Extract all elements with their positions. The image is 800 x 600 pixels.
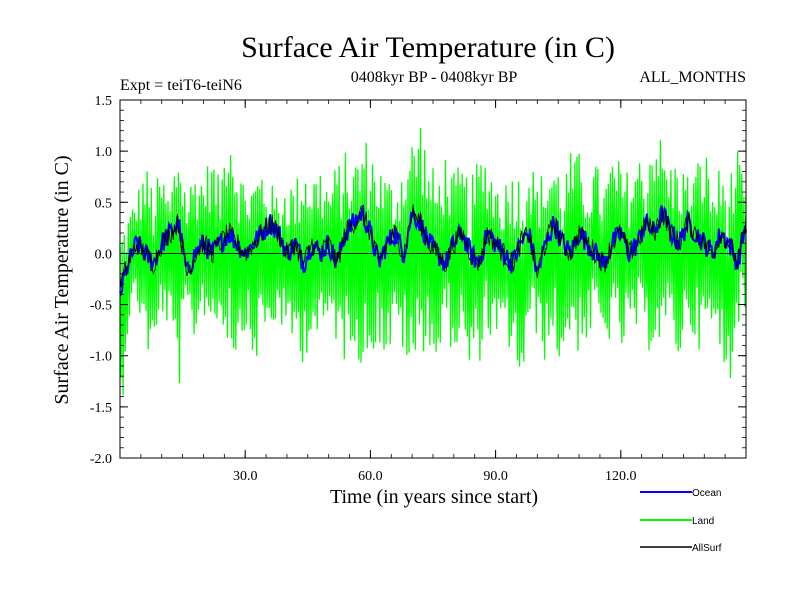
period-label: 0408kyr BP - 0408kyr BP	[351, 69, 518, 86]
y-tick-label: 0.0	[95, 247, 113, 262]
experiment-label: Expt = teiT6-teiN6	[120, 77, 242, 94]
y-tick-label: -1.5	[90, 401, 112, 416]
legend-label-land: Land	[692, 516, 714, 527]
plot-series	[119, 128, 747, 396]
x-tick-label: 30.0	[233, 469, 258, 484]
legend: Ocean Land AllSurf	[640, 488, 722, 554]
y-tick-label: -0.5	[90, 299, 112, 314]
legend-label-ocean: Ocean	[692, 488, 721, 499]
series-ocean	[119, 203, 747, 297]
series-land	[119, 128, 747, 396]
chart-title: Surface Air Temperature (in C)	[241, 31, 615, 64]
y-axis-ticks: -2.0 -1.5 -1.0 -0.5 0.0 0.5 1.0 1.5	[90, 94, 746, 467]
x-axis-ticks: 30.0 60.0 90.0 120.0	[140, 100, 726, 484]
y-axis-label: Surface Air Temperature (in C)	[51, 155, 73, 404]
x-tick-label: 60.0	[358, 469, 383, 484]
y-tick-label: 0.5	[95, 196, 113, 211]
y-tick-label: -2.0	[90, 452, 112, 467]
months-label: ALL_MONTHS	[639, 69, 746, 86]
y-tick-label: 1.0	[95, 145, 113, 160]
legend-label-allsurf: AllSurf	[692, 543, 722, 554]
x-tick-label: 90.0	[483, 469, 508, 484]
y-tick-label: 1.5	[95, 94, 113, 109]
x-tick-label: 120.0	[605, 469, 637, 484]
y-tick-label: -1.0	[90, 350, 112, 365]
x-axis-label: Time (in years since start)	[330, 486, 538, 508]
